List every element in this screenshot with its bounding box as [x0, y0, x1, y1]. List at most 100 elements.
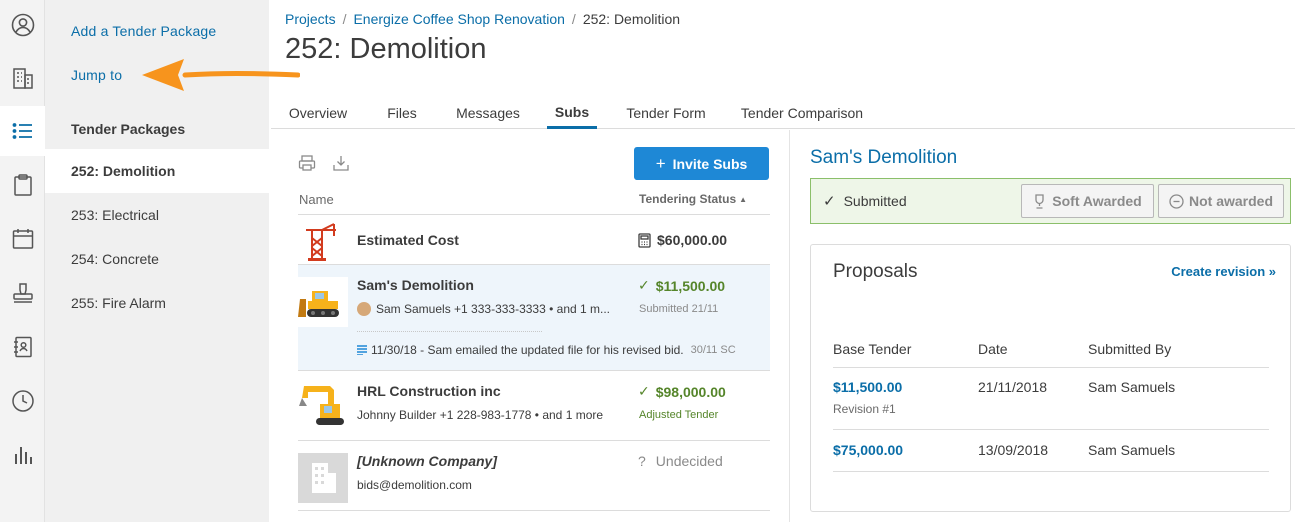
minus-circle-icon [1169, 193, 1184, 209]
proposal-amount[interactable]: $75,000.00 [833, 442, 904, 458]
tab-tender-comparison[interactable]: Tender Comparison [740, 105, 864, 121]
estimated-cost-row: Estimated Cost $60,000.00 [298, 214, 770, 264]
tab-tender-form[interactable]: Tender Form [626, 105, 706, 121]
not-awarded-button[interactable]: Not awarded [1158, 184, 1284, 218]
proposals-divider [833, 471, 1269, 472]
sub-amount-value: Undecided [655, 453, 723, 469]
annotation-arrow-icon [142, 59, 300, 91]
print-icon[interactable] [298, 154, 316, 172]
plus-icon: + [655, 153, 666, 173]
rail-tasks-button[interactable] [0, 160, 45, 210]
rail-calendar-button[interactable] [0, 214, 45, 264]
sub-contact: Sam Samuels +1 333-333-3333 • and 1 m... [357, 302, 610, 316]
row-divider [357, 331, 542, 332]
soft-awarded-button[interactable]: Soft Awarded [1021, 184, 1154, 218]
sub-status: Adjusted Tender [639, 409, 719, 421]
column-header-status-label: Tendering Status [639, 192, 737, 206]
breadcrumb-separator: / [342, 11, 347, 27]
breadcrumb-separator: / [571, 11, 576, 27]
invite-subs-button[interactable]: + Invite Subs [634, 147, 769, 180]
proposal-submitted-by: Sam Samuels [1088, 442, 1176, 458]
rail-history-button[interactable] [0, 376, 45, 426]
proposals-divider [833, 429, 1269, 430]
sub-amount: ✓ $98,000.00 [638, 383, 726, 400]
clock-icon [11, 390, 34, 412]
estimated-cost-value: $60,000.00 [657, 232, 728, 248]
stamp-icon [12, 283, 33, 303]
sub-contact-text: Sam Samuels +1 333-333-3333 • and 1 m... [376, 302, 611, 316]
sort-up-icon: ▲ [739, 194, 748, 204]
rail-directory-button[interactable] [0, 322, 45, 372]
estimated-cost-amount: $60,000.00 [638, 232, 727, 248]
sub-amount-value: $98,000.00 [655, 383, 726, 400]
rail-reports-button[interactable] [0, 430, 45, 480]
proposals-title: Proposals [833, 261, 918, 282]
proposal-revision: Revision #1 [833, 402, 896, 416]
breadcrumb-current: 252: Demolition [582, 11, 681, 27]
proposals-header-by: Submitted By [1088, 341, 1172, 357]
column-header-status[interactable]: Tendering Status ▲ [639, 192, 747, 206]
proposal-date: 21/11/2018 [978, 379, 1048, 395]
sub-contact: Johnny Builder +1 228-983-1778 • and 1 m… [357, 408, 604, 422]
tab-bar: Overview Files Messages Subs Tender Form… [271, 97, 1295, 129]
add-tender-package-link[interactable]: Add a Tender Package [71, 23, 217, 39]
excavator-icon [299, 386, 344, 425]
crane-tower-icon [306, 223, 336, 261]
bulldozer-icon [298, 277, 348, 327]
proposal-date: 13/09/2018 [978, 442, 1049, 458]
sidebar-item-concrete[interactable]: 254: Concrete [71, 251, 159, 267]
column-header-name[interactable]: Name [299, 192, 334, 207]
page-title: 252: Demolition [285, 33, 487, 65]
sub-name[interactable]: HRL Construction inc [357, 383, 501, 399]
sidebar-item-fire-alarm[interactable]: 255: Fire Alarm [71, 295, 166, 311]
sub-row-hrl-construction[interactable]: HRL Construction inc Johnny Builder +1 2… [298, 370, 770, 440]
check-icon: ✓ [823, 193, 836, 210]
note-icon [357, 345, 367, 355]
tab-files[interactable]: Files [387, 105, 417, 121]
rail-tenders-button[interactable] [0, 106, 46, 156]
sub-note: 11/30/18 - Sam emailed the updated file … [357, 343, 736, 357]
sub-note-meta: 30/11 SC [690, 344, 736, 356]
sub-contact: bids@demolition.com [357, 478, 472, 492]
panel-divider [789, 130, 790, 522]
sidebar-item-demolition[interactable]: 252: Demolition [45, 149, 269, 193]
sub-amount-value: $11,500.00 [655, 277, 726, 294]
soft-awarded-label: Soft Awarded [1052, 193, 1142, 209]
breadcrumb-projects[interactable]: Projects [285, 11, 336, 27]
sub-amount: ? Undecided [638, 453, 723, 469]
tab-overview[interactable]: Overview [288, 105, 348, 121]
sidebar-item-electrical[interactable]: 253: Electrical [71, 207, 159, 223]
rail-approvals-button[interactable] [0, 268, 45, 318]
tab-messages[interactable]: Messages [456, 105, 520, 121]
bar-chart-icon [14, 447, 32, 464]
tender-packages-heading: Tender Packages [71, 121, 186, 137]
row-divider [298, 510, 770, 522]
breadcrumb-project[interactable]: Energize Coffee Shop Renovation [353, 11, 565, 27]
sub-row-unknown-company[interactable]: [Unknown Company] bids@demolition.com ? U… [298, 440, 770, 510]
tab-subs[interactable]: Subs [547, 97, 597, 129]
estimated-cost-label: Estimated Cost [357, 232, 459, 248]
sub-row-sams-demolition[interactable]: Sam's Demolition Sam Samuels +1 333-333-… [298, 264, 770, 370]
address-book-icon [13, 336, 32, 358]
sub-amount: ✓ $11,500.00 [638, 277, 725, 294]
tender-sidebar: Add a Tender Package Jump to Tender Pack… [45, 0, 269, 522]
clipboard-icon [13, 174, 32, 196]
icon-rail [0, 0, 46, 522]
download-icon[interactable] [332, 154, 350, 172]
check-icon: ✓ [638, 383, 650, 399]
rail-projects-button[interactable] [0, 53, 45, 103]
rail-user-button[interactable] [0, 0, 45, 50]
sub-name[interactable]: Sam's Demolition [357, 277, 474, 293]
list-icon [12, 123, 32, 139]
calendar-icon [12, 229, 33, 249]
breadcrumb: Projects / Energize Coffee Shop Renovation… [285, 11, 680, 27]
trophy-icon [1035, 193, 1044, 209]
proposal-amount[interactable]: $11,500.00 [833, 379, 903, 395]
detail-title[interactable]: Sam's Demolition [810, 147, 958, 168]
sub-name[interactable]: [Unknown Company] [357, 453, 497, 469]
create-revision-link[interactable]: Create revision » [1171, 264, 1276, 279]
jump-to-link[interactable]: Jump to [71, 67, 123, 83]
award-status-bar: ✓ Submitted Soft Awarded Not awarded [810, 178, 1291, 224]
sub-status: Submitted 21/11 [639, 303, 719, 315]
user-circle-icon [11, 13, 34, 37]
